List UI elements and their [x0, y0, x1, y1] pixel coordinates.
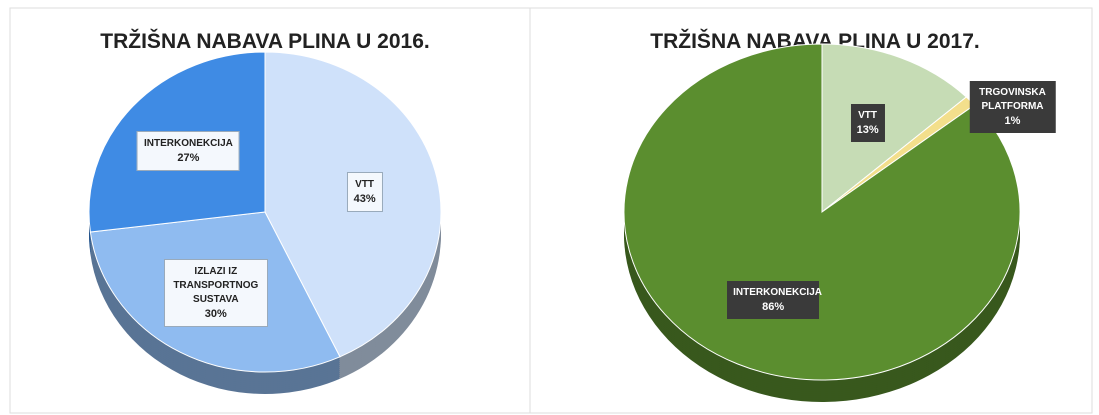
value-label: 13% [856, 123, 879, 136]
category-label: VTT [355, 178, 375, 190]
value-label: 27% [177, 151, 200, 164]
category-label: VTT [858, 109, 878, 121]
category-label: IZLAZI IZ TRANSPORTNOG SUSTAVA [173, 266, 259, 306]
slice-label: INTERKONEKCIJA 86% [727, 281, 822, 320]
slice-label: VTT 43% [346, 171, 383, 212]
slice-label: VTT 13% [850, 103, 885, 142]
value-label: 86% [762, 301, 785, 314]
slice-label: INTERKONEKCIJA 27% [136, 130, 240, 171]
category-label: INTERKONEKCIJA [143, 137, 233, 149]
chart-title: TRŽIŠNA NABAVA PLINA U 2016. [100, 29, 429, 53]
category-label: INTERKONEKCIJA [733, 287, 822, 299]
slice-label: TRGOVINSKA PLATFORMA 1% [969, 80, 1056, 133]
slice-label: IZLAZI IZ TRANSPORTNOG SUSTAVA 30% [163, 259, 268, 328]
category-label: TRGOVINSKA PLATFORMA [979, 86, 1046, 112]
pie-slice [623, 43, 1021, 381]
value-label: 43% [353, 192, 376, 205]
frame [9, 7, 1093, 414]
value-label: 1% [1004, 114, 1021, 127]
value-label: 30% [204, 308, 227, 321]
pie-slice [821, 43, 968, 214]
